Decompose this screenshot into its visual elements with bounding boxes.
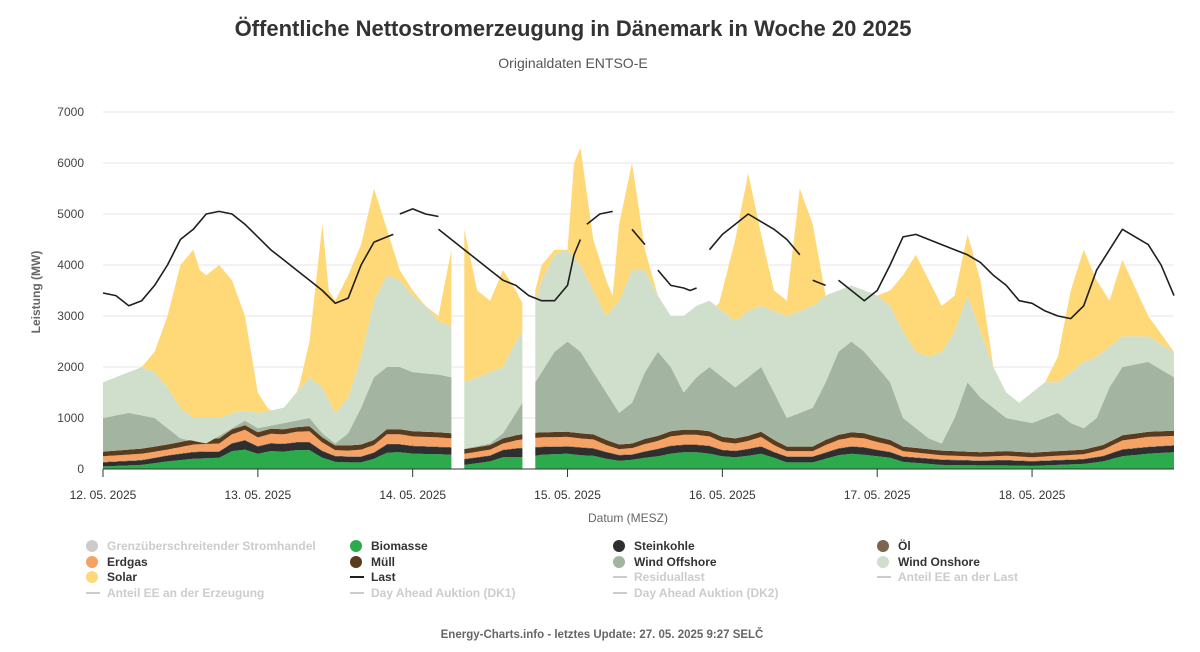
x-tick-label: 18. 05. 2025: [999, 488, 1066, 502]
area-wind-onshore: [103, 249, 1174, 449]
series-last-line: [838, 228, 1175, 320]
legend-dot-icon: [877, 555, 889, 568]
area-segment: [103, 275, 452, 444]
y-tick-label: 3000: [57, 309, 84, 323]
series-last-line: [399, 208, 439, 218]
legend-line-icon: [613, 576, 627, 578]
legend-label: Öl: [898, 539, 911, 553]
stacked-areas: [103, 147, 1174, 469]
x-tick-label: 13. 05. 2025: [224, 488, 291, 502]
area-biomasse: [103, 449, 1174, 469]
x-tick-label: 12. 05. 2025: [70, 488, 137, 502]
area-müll: [103, 425, 1174, 458]
series-last-line: [708, 213, 801, 256]
area-steinkohle: [103, 440, 1174, 467]
axes: 0 1000 2000 3000 4000 5000 6000 7000 12. 05. 202…: [57, 105, 1174, 502]
legend-dot-icon: [350, 540, 362, 552]
area-segment: [464, 331, 523, 449]
series-last-line: [438, 228, 582, 302]
legend-label: Müll: [371, 554, 395, 569]
y-tick-label: 6000: [57, 156, 84, 170]
area-segment: [464, 457, 523, 469]
area-segment: [535, 249, 1174, 444]
area-segment: [103, 188, 452, 418]
x-tick-label: 14. 05. 2025: [379, 488, 446, 502]
area-segment: [464, 229, 523, 383]
series-last-line: [812, 279, 826, 287]
y-tick-label: 0: [77, 462, 84, 476]
area-segment: [464, 434, 523, 454]
legend-dot-icon: [877, 540, 889, 552]
y-tick-label: 2000: [57, 360, 84, 374]
legend-dot-icon: [613, 555, 625, 568]
legend-dot-icon: [86, 540, 98, 552]
chart-subtitle: Originaldaten ENTSO-E: [498, 55, 648, 71]
legend-label: Anteil EE an der Last: [898, 570, 1019, 584]
legend-label: Solar: [107, 570, 138, 584]
legend-label: Day Ahead Auktion (DK1): [371, 585, 516, 600]
legend-label: Steinkohle: [634, 539, 695, 553]
series-last-line: [657, 269, 697, 292]
legend-label: Anteil EE an der Erzeugung: [107, 585, 265, 600]
area-segment: [103, 449, 452, 469]
area-segment: [103, 425, 452, 457]
area-segment: [464, 439, 523, 459]
area-segment: [103, 439, 452, 463]
area-segment: [464, 402, 523, 450]
x-axis-title: Datum (MESZ): [588, 511, 668, 525]
series-last-line: [631, 228, 646, 246]
x-tick-label: 16. 05. 2025: [689, 488, 756, 502]
area-segment: [535, 429, 1174, 458]
legend-line-icon: [877, 576, 891, 578]
series-last-line: [102, 210, 394, 307]
legend-label: Day Ahead Auktion (DK2): [634, 585, 779, 600]
legend-line-icon: [350, 576, 364, 578]
area-öl: [103, 439, 1174, 463]
legend-dot-icon: [86, 571, 98, 583]
series-last-line: [586, 210, 613, 225]
area-segment: [535, 434, 1174, 461]
legend-label: Last: [371, 570, 396, 584]
y-tick-label: 4000: [57, 258, 84, 272]
footer-credit: Energy-Charts.info - letztes Update: 27.…: [440, 629, 764, 641]
area-solar: [103, 147, 1174, 418]
legend-label: Residuallast: [634, 570, 705, 584]
area-segment: [103, 429, 452, 462]
legend-dot-icon: [350, 555, 362, 568]
legend-label: Biomasse: [371, 539, 428, 553]
legend-dot-icon: [86, 555, 98, 568]
legend-label: Wind Offshore: [634, 554, 717, 569]
chart-title: Öffentliche Nettostromerzeugung in Dänem…: [234, 16, 912, 41]
y-tick-label: 1000: [57, 411, 84, 425]
load-line: [102, 208, 1175, 320]
area-segment: [535, 452, 1174, 469]
area-segment: [464, 448, 523, 465]
legend-line-icon: [613, 591, 627, 594]
area-segment: [103, 367, 452, 452]
legend-label: Grenzüberschreitender Stromhandel: [107, 539, 316, 553]
legend-line-icon: [350, 591, 364, 594]
area-segment: [535, 341, 1174, 453]
area-erdgas: [103, 429, 1174, 462]
area-segment: [535, 445, 1174, 466]
legend-label: Erdgas: [107, 554, 148, 569]
legend-label: Wind Onshore: [898, 554, 980, 569]
x-tick-label: 15. 05. 2025: [534, 488, 601, 502]
y-tick-label: 5000: [57, 207, 84, 221]
legend-dot-icon: [613, 540, 625, 552]
y-axis-title: Leistung (MW): [29, 251, 43, 334]
legend-line-icon: [86, 591, 100, 594]
area-segment: [464, 447, 523, 460]
x-tick-label: 17. 05. 2025: [844, 488, 911, 502]
area-segment: [103, 440, 452, 467]
y-tick-label: 7000: [57, 105, 84, 119]
area-wind-offshore: [103, 341, 1174, 453]
